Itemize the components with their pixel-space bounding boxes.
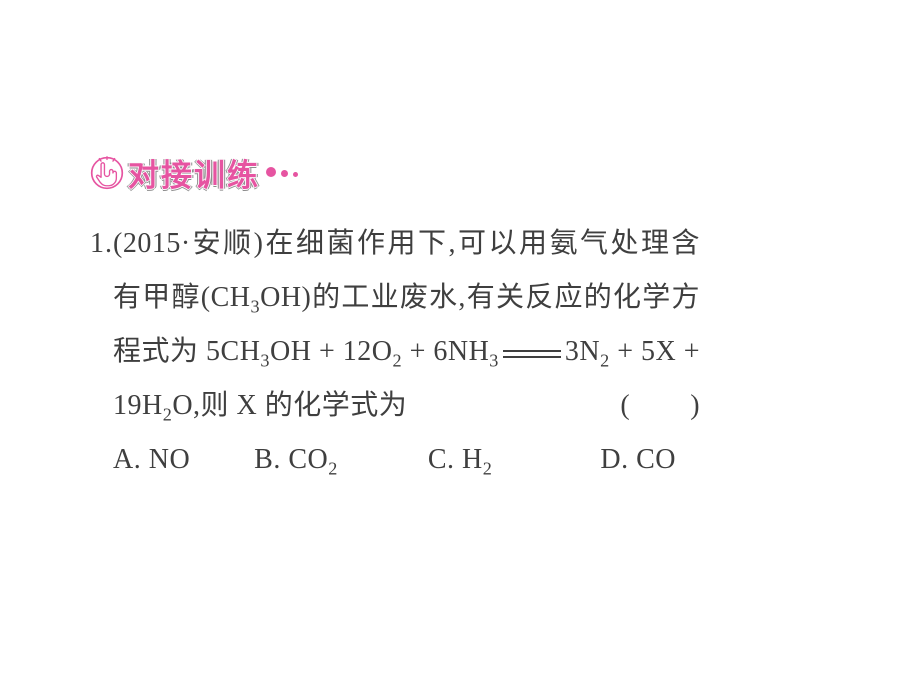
question-source: 2015·安顺 <box>123 228 254 259</box>
question-line-3: 程式为 5CH3OH + 12O2 + 6NH33N2 + 5X + <box>113 325 700 379</box>
question-block: 1. (2015·安顺)在细菌作用下,可以用氨气处理含 有甲醇(CH3OH)的工… <box>90 217 830 487</box>
dot-icon <box>266 167 276 177</box>
source-open: ( <box>113 228 123 259</box>
dot-icon <box>293 172 298 177</box>
option-a: A. NO <box>113 433 190 487</box>
line3-head: 程式为 <box>113 336 199 367</box>
question-line-2: 有甲醇(CH3OH)的工业废水,有关反应的化学方 <box>113 271 700 325</box>
answer-blank: ( ) <box>620 379 700 433</box>
option-d: D. CO <box>600 433 676 487</box>
question-line-4: 19H2O,则 X 的化学式为 ( ) <box>113 379 700 433</box>
paren-open: ( <box>620 390 630 421</box>
hand-tap-icon <box>90 156 124 190</box>
section-title: 对接训练 <box>128 150 260 195</box>
dot-icon <box>281 170 288 177</box>
source-close: ) <box>254 228 264 259</box>
page: 对接训练 1. (2015·安顺)在细菌作用下,可以用氨气处理含 有甲醇(CH3… <box>0 0 920 690</box>
option-c: C. H2 <box>428 433 493 487</box>
trailing-dots <box>266 167 298 179</box>
paren-close: ) <box>690 390 700 421</box>
section-header: 对接训练 <box>90 150 830 195</box>
line4-text: 19H2O,则 X 的化学式为 <box>113 379 407 433</box>
question-number: 1. <box>90 217 113 271</box>
line1-tail: 在细菌作用下,可以用氨气处理含 <box>264 228 701 259</box>
option-b: B. CO2 <box>254 433 338 487</box>
question-body: (2015·安顺)在细菌作用下,可以用氨气处理含 有甲醇(CH3OH)的工业废水… <box>113 217 700 487</box>
options-row: A. NO B. CO2 C. H2 D. CO <box>113 433 700 487</box>
question-line-1: (2015·安顺)在细菌作用下,可以用氨气处理含 <box>113 217 700 271</box>
